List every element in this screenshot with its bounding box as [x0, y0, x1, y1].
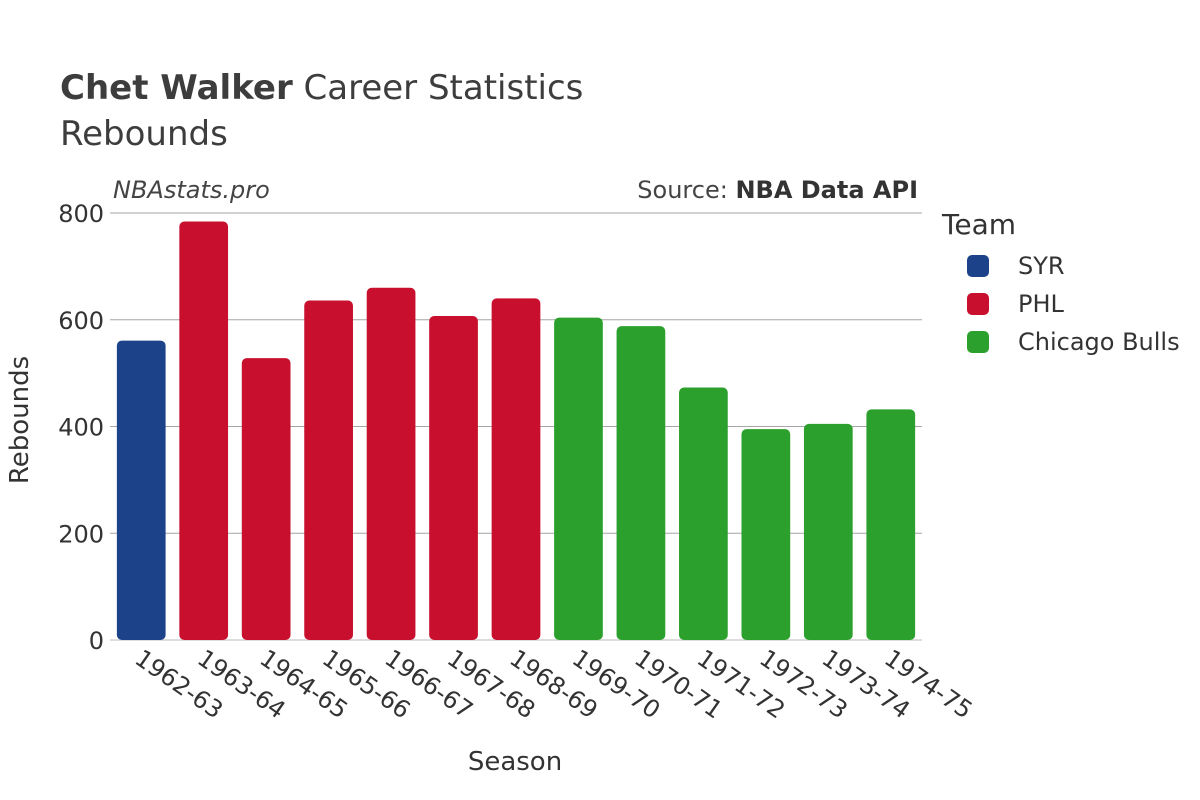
bar-1968-69[interactable]	[491, 298, 541, 640]
legend-title: Team	[942, 208, 1017, 241]
bar-1965-66[interactable]	[304, 300, 353, 640]
x-axis-label: Season	[468, 747, 562, 777]
legend-item-chicago-bulls[interactable]: Chicago Bulls	[967, 328, 1180, 356]
chart-title: Chet Walker Career Statistics	[60, 66, 583, 110]
source-name: NBA Data API	[735, 176, 918, 204]
chart-subtitle: Rebounds	[60, 114, 228, 154]
watermark: NBAstats.pro	[113, 176, 270, 204]
bar-1974-75[interactable]	[866, 409, 916, 640]
legend-swatch-syr	[967, 255, 989, 277]
bar-1967-68[interactable]	[429, 316, 478, 640]
bar-1966-67[interactable]	[366, 287, 416, 640]
legend-swatch-chicago-bulls	[967, 331, 989, 353]
chart-title-player: Chet Walker	[60, 68, 293, 108]
legend-label-phl: PHL	[1018, 290, 1064, 318]
bar-1973-74[interactable]	[803, 423, 853, 640]
bar-1963-64[interactable]	[179, 221, 229, 641]
y-tick-label-800: 800	[58, 200, 104, 228]
y-tick-label-0: 0	[89, 627, 104, 655]
legend-item-syr[interactable]: SYR	[967, 252, 1065, 280]
bar-1962-63[interactable]	[116, 340, 166, 640]
legend-swatch-phl	[967, 293, 989, 315]
legend-label-syr: SYR	[1018, 252, 1065, 280]
y-axis-label: Rebounds	[5, 356, 35, 484]
bar-1964-65[interactable]	[241, 358, 291, 640]
legend-label-chicago-bulls: Chicago Bulls	[1018, 328, 1180, 356]
chart-title-rest: Career Statistics	[292, 68, 584, 108]
y-tick-label-600: 600	[58, 307, 104, 335]
x-axis-ticks: 1962-631963-641964-651965-661966-671967-…	[130, 644, 978, 724]
legend-item-phl[interactable]: PHL	[967, 290, 1064, 318]
bar-1970-71[interactable]	[616, 326, 666, 640]
y-tick-label-400: 400	[58, 414, 104, 442]
source-prefix: Source:	[637, 176, 736, 204]
bar-1972-73[interactable]	[741, 429, 791, 640]
y-tick-label-200: 200	[58, 520, 104, 548]
bar-1969-70[interactable]	[554, 317, 603, 640]
bar-1971-72[interactable]	[679, 387, 728, 640]
y-axis-ticks: 0 200 400 600 800	[58, 200, 104, 655]
source-credit: Source: NBA Data API	[637, 176, 918, 204]
bars	[116, 221, 916, 641]
